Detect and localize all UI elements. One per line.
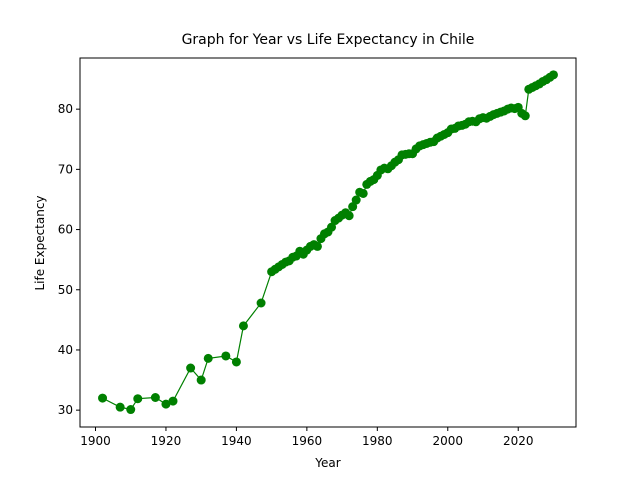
marker bbox=[161, 399, 171, 409]
x-tick-label: 2000 bbox=[432, 434, 463, 448]
marker bbox=[115, 402, 125, 412]
marker bbox=[238, 321, 248, 331]
marker bbox=[520, 111, 530, 121]
x-axis-label: Year bbox=[314, 456, 340, 470]
marker bbox=[203, 353, 213, 363]
y-axis-label: Life Expectancy bbox=[33, 195, 47, 290]
x-tick-label: 2020 bbox=[503, 434, 534, 448]
x-tick-label: 1940 bbox=[221, 434, 252, 448]
x-tick-label: 1960 bbox=[292, 434, 323, 448]
marker bbox=[351, 195, 361, 205]
y-tick-label: 30 bbox=[58, 403, 73, 417]
y-tick-label: 70 bbox=[58, 162, 73, 176]
marker bbox=[150, 393, 160, 403]
marker bbox=[126, 405, 136, 415]
marker bbox=[168, 396, 178, 406]
marker bbox=[231, 357, 241, 367]
plot-frame bbox=[79, 57, 577, 428]
marker bbox=[98, 393, 108, 403]
marker bbox=[221, 351, 231, 361]
y-tick-label: 40 bbox=[58, 343, 73, 357]
x-tick-label: 1900 bbox=[80, 434, 111, 448]
line bbox=[102, 74, 554, 411]
marker bbox=[348, 202, 358, 212]
y-tick-label: 80 bbox=[58, 102, 73, 116]
marker bbox=[256, 298, 266, 308]
x-tick-label: 1920 bbox=[151, 434, 182, 448]
marker bbox=[358, 188, 368, 198]
y-tick-label: 60 bbox=[58, 223, 73, 237]
marker bbox=[196, 375, 206, 385]
marker bbox=[327, 222, 337, 232]
marker bbox=[312, 241, 322, 251]
x-tick-label: 1980 bbox=[362, 434, 393, 448]
marker bbox=[186, 363, 196, 373]
marker bbox=[548, 70, 558, 80]
y-tick-label: 50 bbox=[58, 283, 73, 297]
marker bbox=[344, 211, 354, 221]
marker bbox=[133, 394, 143, 404]
chart-title: Graph for Year vs Life Expectancy in Chi… bbox=[182, 32, 475, 48]
